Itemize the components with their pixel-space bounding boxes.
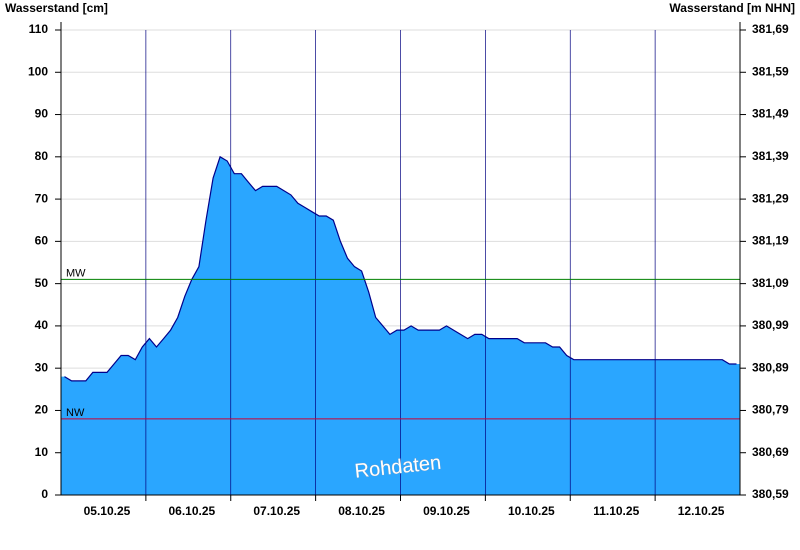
y-tick-label: 0 <box>41 487 48 501</box>
x-tick-label: 07.10.25 <box>253 504 300 518</box>
y2-tick-label: 380,99 <box>752 318 789 332</box>
y-axis-title: Wasserstand [cm] <box>5 1 108 15</box>
y2-tick-label: 380,69 <box>752 445 789 459</box>
y2-tick-label: 380,59 <box>752 487 789 501</box>
y2-axis-title: Wasserstand [m NHN] <box>669 1 795 15</box>
x-tick-label: 05.10.25 <box>84 504 131 518</box>
y-tick-label: 10 <box>35 445 49 459</box>
y-tick-label: 60 <box>35 234 49 248</box>
x-tick-label: 08.10.25 <box>338 504 385 518</box>
reference-label: MW <box>66 267 86 279</box>
x-tick-label: 11.10.25 <box>593 504 639 518</box>
x-tick-label: 12.10.25 <box>678 504 725 518</box>
y-tick-label: 70 <box>35 191 49 205</box>
y-tick-label: 50 <box>35 276 49 290</box>
x-tick-label: 06.10.25 <box>168 504 215 518</box>
y-tick-label: 110 <box>29 22 49 36</box>
y-tick-label: 30 <box>35 360 49 374</box>
y2-tick-label: 381,49 <box>752 107 789 121</box>
y2-tick-label: 380,79 <box>752 403 789 417</box>
y2-tick-label: 380,89 <box>752 360 789 374</box>
y-tick-label: 100 <box>28 64 48 78</box>
x-tick-label: 09.10.25 <box>423 504 470 518</box>
reference-label: NW <box>66 407 85 419</box>
y2-tick-label: 381,59 <box>752 64 789 78</box>
y2-tick-label: 381,29 <box>752 191 789 205</box>
y2-tick-label: 381,19 <box>752 234 789 248</box>
y-tick-label: 20 <box>35 403 49 417</box>
x-tick-label: 10.10.25 <box>508 504 555 518</box>
y2-tick-label: 381,09 <box>752 276 789 290</box>
y-tick-label: 40 <box>35 318 49 332</box>
y2-tick-label: 381,39 <box>752 149 789 163</box>
y-tick-label: 90 <box>35 107 49 121</box>
y2-tick-label: 381,69 <box>752 22 789 36</box>
y-tick-label: 80 <box>35 149 49 163</box>
